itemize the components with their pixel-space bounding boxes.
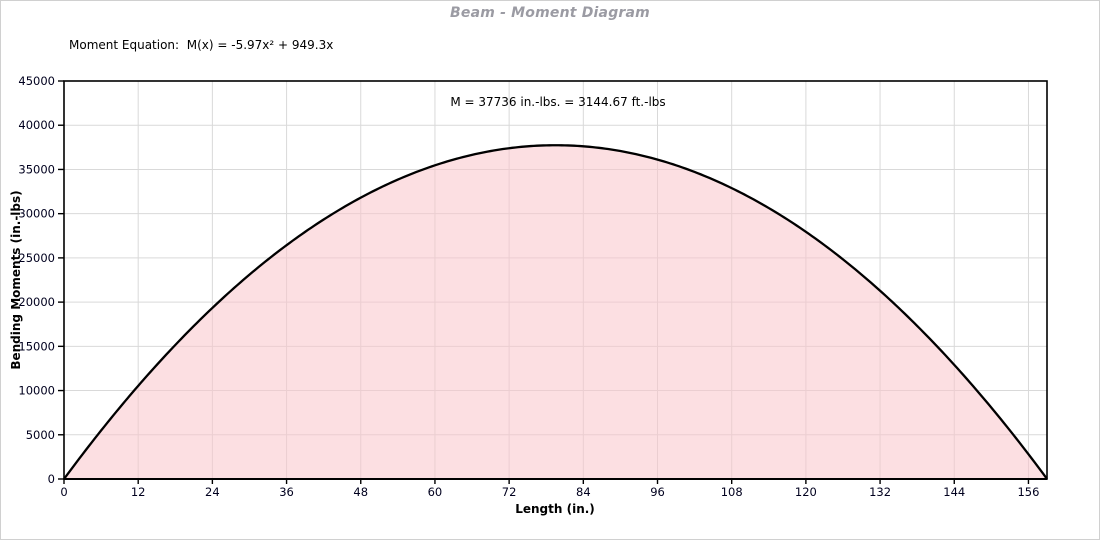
- max-moment-annotation: M = 37736 in.-lbs. = 3144.67 ft.-lbs: [450, 95, 666, 109]
- x-tick-label: 0: [60, 485, 67, 499]
- x-tick-label: 144: [943, 485, 965, 499]
- y-tick-label: 20000: [18, 295, 55, 309]
- moment-equation: Moment Equation: M(x) = -5.97x² + 949.3x: [69, 38, 333, 52]
- y-axis-title: Bending Moments (in.-lbs): [9, 190, 23, 370]
- x-tick-label: 48: [353, 485, 368, 499]
- x-tick-label: 108: [721, 485, 743, 499]
- y-tick-label: 5000: [26, 428, 55, 442]
- moment-curve: [63, 144, 1048, 480]
- x-tick-label: 12: [131, 485, 146, 499]
- x-tick-label: 72: [502, 485, 517, 499]
- x-axis-title: Length (in.): [515, 502, 595, 516]
- x-tick-label: 120: [795, 485, 817, 499]
- y-tick-label: 35000: [18, 162, 55, 176]
- x-tick-label: 24: [205, 485, 220, 499]
- x-tick-label: 132: [869, 485, 891, 499]
- moment-equation-label: Moment Equation:: [69, 38, 180, 52]
- chart-title: Beam - Moment Diagram: [450, 5, 650, 21]
- y-tick-label: 30000: [18, 207, 55, 221]
- moment-equation-formula: M(x) = -5.97x² + 949.3x: [186, 38, 334, 52]
- y-tick-label: 15000: [18, 339, 55, 353]
- y-tick-label: 25000: [18, 251, 55, 265]
- x-tick-label: 60: [428, 485, 443, 499]
- x-tick-label: 156: [1017, 485, 1039, 499]
- y-tick-label: 0: [48, 472, 55, 486]
- y-tick-label: 45000: [18, 74, 55, 88]
- y-tick-label: 10000: [18, 384, 55, 398]
- y-tick-label: 40000: [18, 118, 55, 132]
- x-tick-label: 96: [650, 485, 665, 499]
- x-tick-label: 36: [279, 485, 294, 499]
- x-tick-label: 84: [576, 485, 591, 499]
- moment-area-fill: [64, 145, 1047, 480]
